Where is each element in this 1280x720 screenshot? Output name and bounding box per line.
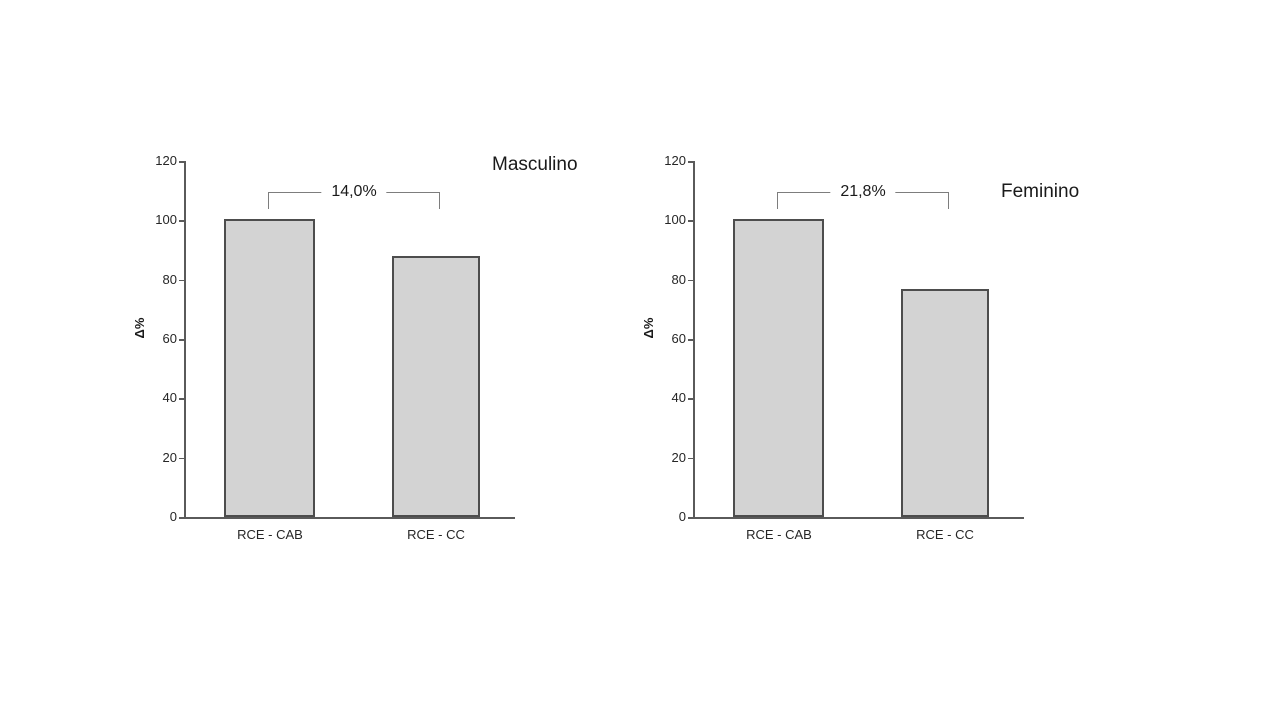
y-tick-label-60: 60 (162, 331, 177, 346)
y-tick-label-80: 80 (671, 271, 686, 287)
y-tick-label-100: 100 (155, 212, 177, 228)
bar-rce-cc (901, 288, 989, 517)
y-tick-mark (179, 398, 185, 400)
y-axis (184, 161, 186, 517)
y-tick-mark (179, 457, 185, 460)
comparison-bracket: 14,0% (268, 182, 440, 209)
x-axis (693, 517, 1024, 519)
category-label-rce-cab: RCE - CAB (237, 527, 303, 542)
y-tick-mark (688, 279, 694, 282)
chart-masculino: Masculino Δ% 0 20 40 60 80 100 120 RCE - CAB R… (132, 140, 630, 570)
chart-title: Masculino (492, 154, 578, 175)
y-tick-mark (179, 339, 185, 341)
y-tick-mark (688, 517, 694, 519)
y-tick-label-20: 20 (162, 449, 177, 465)
y-tick-label-120: 120 (664, 153, 686, 168)
y-tick-label-120: 120 (155, 153, 177, 168)
y-tick-mark (179, 279, 185, 282)
y-tick-mark (688, 161, 694, 163)
y-tick-label-80: 80 (162, 271, 177, 287)
bar-rce-cab (733, 218, 824, 517)
category-label-rce-cc: RCE - CC (407, 527, 465, 542)
y-tick-mark (688, 457, 694, 460)
y-tick-label-40: 40 (162, 390, 177, 406)
y-axis (693, 161, 695, 517)
comparison-bracket: 21,8% (777, 182, 949, 209)
x-axis (184, 517, 515, 519)
comparison-bracket-label: 21,8% (830, 182, 896, 202)
y-tick-label-100: 100 (664, 212, 686, 228)
y-tick-mark (688, 220, 694, 222)
y-tick-mark (688, 339, 694, 341)
y-tick-label-40: 40 (671, 390, 686, 406)
chart-feminino: Feminino Δ% 0 20 40 60 80 100 120 RCE - CAB RC… (641, 140, 1139, 570)
y-tick-mark (179, 220, 185, 222)
category-label-rce-cab: RCE - CAB (746, 527, 812, 542)
y-tick-label-0: 0 (678, 509, 686, 524)
y-tick-label-20: 20 (671, 449, 686, 465)
comparison-bracket-label: 14,0% (321, 182, 387, 202)
y-tick-mark (688, 398, 694, 400)
y-tick-mark (179, 161, 185, 163)
chart-title: Feminino (1001, 181, 1080, 202)
bar-rce-cab (224, 218, 315, 517)
category-label-rce-cc: RCE - CC (916, 527, 974, 542)
y-tick-label-60: 60 (671, 331, 686, 346)
y-tick-mark (179, 517, 185, 519)
bar-rce-cc (392, 255, 480, 517)
y-tick-label-0: 0 (169, 509, 177, 524)
